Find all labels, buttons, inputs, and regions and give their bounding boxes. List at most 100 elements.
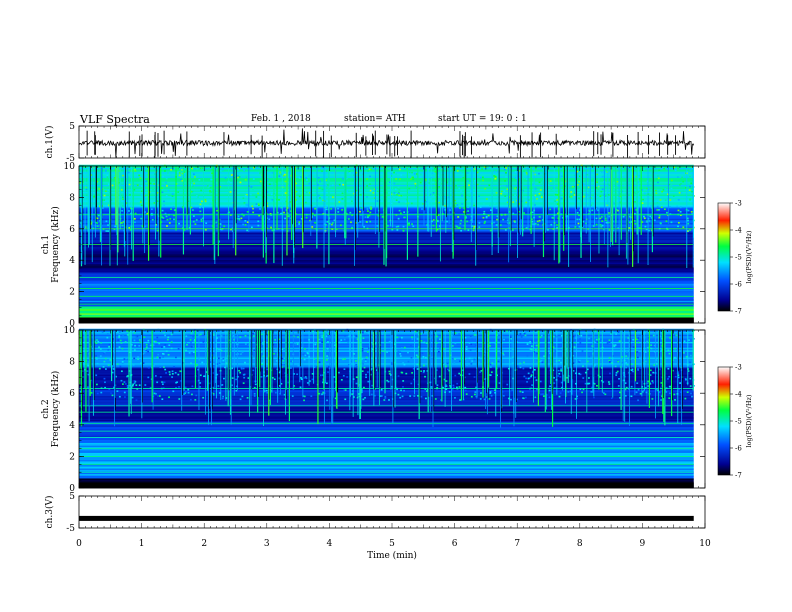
spectro-speckle <box>602 392 605 394</box>
spectro-speckle <box>410 202 413 205</box>
spectro-speckle <box>462 185 465 188</box>
spectro-speckle <box>668 397 671 400</box>
spectro-speckle <box>552 335 555 338</box>
spectro-row <box>79 369 694 372</box>
spectro-speckle <box>86 330 89 333</box>
spectro-speckle <box>514 187 517 190</box>
spectro-speckle <box>111 177 114 179</box>
spectro-speckle <box>588 210 591 213</box>
x-tick-label: 9 <box>640 539 646 549</box>
colorbar-label: log(PSD)(V²/Hz) <box>745 394 753 447</box>
spectro-speckle <box>163 331 166 334</box>
spectro-speckle <box>177 171 180 174</box>
spectro-speckle <box>101 199 104 201</box>
spectro-speckle <box>656 205 659 208</box>
spectro-speckle <box>273 378 276 381</box>
spectro-speckle <box>573 194 576 196</box>
station-label: station= ATH <box>344 114 406 124</box>
spectro-speckle <box>187 391 190 394</box>
spectro-speckle <box>106 176 109 178</box>
spectro-speckle <box>648 189 651 191</box>
spectro-speckle <box>658 216 661 219</box>
spectro-speckle <box>582 178 585 181</box>
spectro-speckle <box>196 364 198 366</box>
spectro-speckle <box>249 193 252 196</box>
spectro-speckle <box>128 226 131 229</box>
spectro-speckle <box>107 230 109 232</box>
spectro-speckle <box>237 168 240 171</box>
spectro-speckle <box>402 386 404 388</box>
spectro-speckle <box>411 338 414 340</box>
spectro-speckle <box>437 220 439 222</box>
spectro-speckle <box>414 182 417 185</box>
spectro-row <box>79 445 694 448</box>
spectro-speckle <box>313 366 316 368</box>
spectro-speckle <box>457 216 460 218</box>
spectro-speckle <box>610 362 613 364</box>
spectro-speckle <box>531 220 534 223</box>
spectro-speckle <box>606 171 609 173</box>
spectro-speckle <box>612 199 615 201</box>
spectro-speckle <box>216 209 218 212</box>
spectro-speckle <box>576 170 579 173</box>
spectro-speckle <box>456 382 459 385</box>
spectro-speckle <box>690 211 693 213</box>
spectro-speckle <box>200 200 203 203</box>
spectro-speckle <box>458 372 461 375</box>
spectro-speckle <box>322 213 325 215</box>
spectro-speckle <box>180 169 183 171</box>
spectro-speckle <box>536 198 538 200</box>
spectro-speckle <box>460 229 463 232</box>
spectro-speckle <box>103 194 106 197</box>
spectro-speckle <box>188 352 191 354</box>
spectro-speckle <box>579 338 581 340</box>
spectro-row <box>79 311 694 314</box>
spectro-speckle <box>624 382 627 385</box>
spectro-speckle <box>669 385 672 388</box>
spectro-speckle <box>684 377 687 380</box>
spectro-speckle <box>172 390 175 393</box>
spectro-speckle <box>106 332 109 335</box>
spectro-speckle <box>496 218 498 221</box>
spectro-speckle <box>637 368 639 370</box>
spectro-speckle <box>199 210 202 213</box>
spectro-speckle <box>552 369 555 372</box>
spectro-speckle <box>493 221 495 224</box>
spectro-speckle <box>447 368 449 371</box>
spectro-speckle <box>391 336 394 338</box>
spectro-speckle <box>461 194 463 197</box>
spectro-speckle <box>604 217 607 220</box>
spectro-speckle <box>328 365 330 368</box>
spectro-speckle <box>84 226 87 228</box>
spectro-speckle <box>442 351 445 354</box>
spectro-speckle <box>190 184 193 186</box>
spectro-speckle <box>363 366 366 369</box>
spectro-speckle <box>140 185 143 187</box>
spectro-speckle <box>180 170 183 172</box>
spectro-speckle <box>619 397 621 399</box>
spectro-speckle <box>120 189 123 191</box>
spectro-speckle <box>423 370 425 372</box>
spectro-speckle <box>111 394 114 397</box>
spectro-speckle <box>130 344 133 346</box>
spectro-speckle <box>344 334 346 337</box>
spectro-speckle <box>437 174 440 177</box>
spectro-speckle <box>615 374 618 376</box>
spectro-speckle <box>265 375 268 378</box>
spectro-speckle <box>421 208 423 210</box>
spectro-speckle <box>391 193 394 195</box>
spectro-speckle <box>457 227 460 229</box>
spectro-speckle <box>489 167 492 169</box>
spectro-speckle <box>254 349 256 352</box>
spectro-speckle <box>328 222 331 225</box>
spectro-speckle <box>557 212 559 215</box>
spectro-speckle <box>155 393 157 395</box>
spectro-speckle <box>649 374 652 376</box>
spectro-speckle <box>299 166 302 169</box>
spectro-row <box>79 344 694 347</box>
spectro-speckle <box>147 350 149 353</box>
spectro-speckle <box>280 382 283 385</box>
spectro-speckle <box>412 367 415 370</box>
spectro-speckle <box>636 356 639 359</box>
spectro-speckle <box>677 176 679 178</box>
